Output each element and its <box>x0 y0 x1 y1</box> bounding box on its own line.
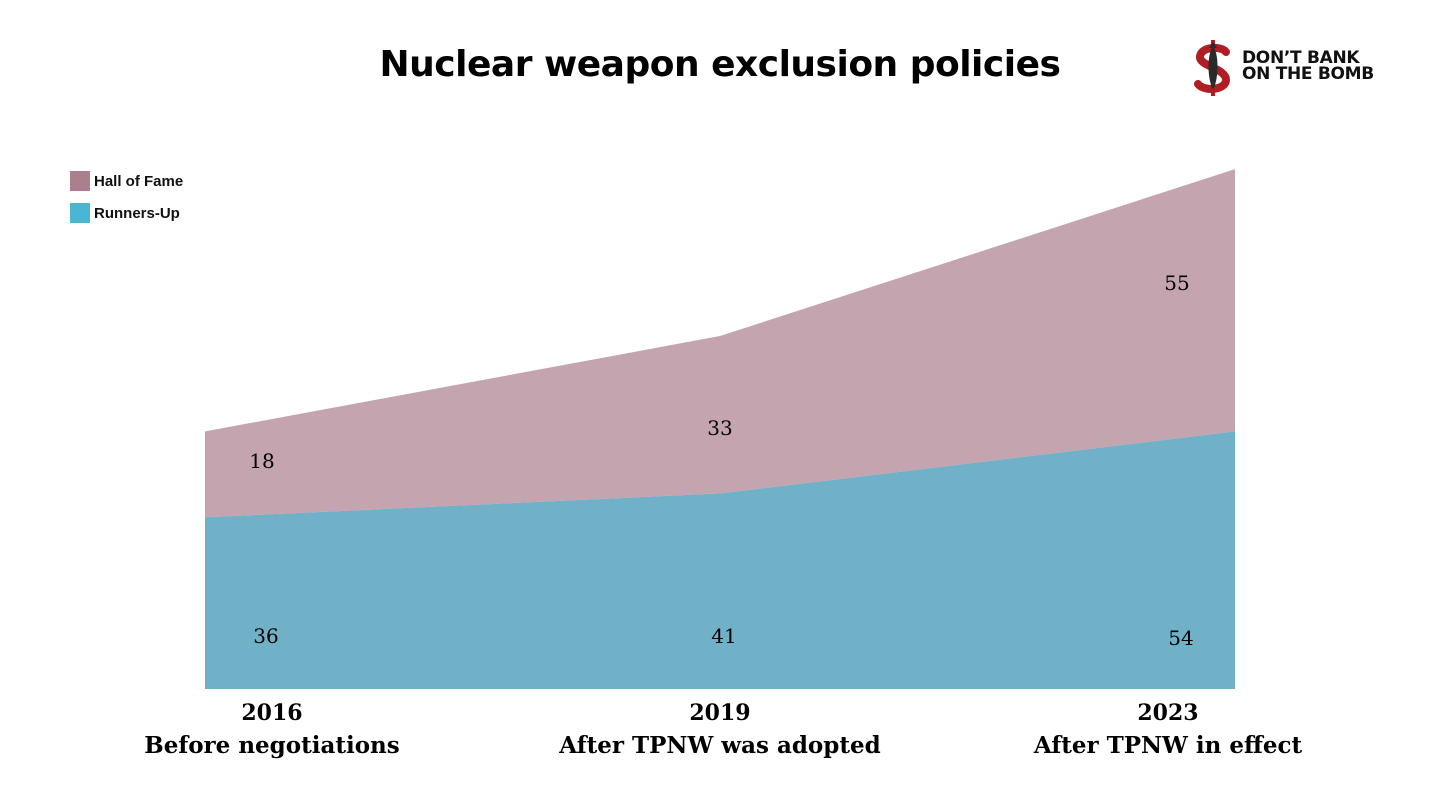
data-label-runners-up-2023: 54 <box>1168 626 1193 650</box>
data-label-hall-of-fame-2016: 18 <box>249 449 274 473</box>
data-labels: 36 41 54 18 33 55 <box>249 271 1193 650</box>
x-tick-sublabel: After TPNW in effect <box>1033 732 1303 759</box>
legend: Hall of Fame Runners-Up <box>70 170 183 234</box>
logo: DON’T BANK ON THE BOMB <box>1192 38 1412 98</box>
x-category-2023: 2023 After TPNW in effect <box>988 700 1348 759</box>
area-runners-up <box>205 431 1235 689</box>
x-tick-sublabel: Before negotiations <box>144 732 400 759</box>
legend-label-runners-up: Runners-Up <box>94 204 180 222</box>
chart-title: Nuclear weapon exclusion policies <box>379 44 1061 85</box>
area-hall-of-fame <box>205 169 1235 518</box>
dollar-bomb-icon <box>1194 40 1231 96</box>
legend-swatch-hall-of-fame <box>70 171 90 191</box>
legend-swatch-runners-up <box>70 203 90 223</box>
x-tick-label: 2019 <box>689 700 751 726</box>
x-category-2019: 2019 After TPNW was adopted <box>540 700 900 759</box>
legend-label-hall-of-fame: Hall of Fame <box>94 172 184 190</box>
legend-item-hall-of-fame: Hall of Fame <box>70 170 183 192</box>
logo-text-line2: ON THE BOMB <box>1242 64 1374 84</box>
data-label-hall-of-fame-2019: 33 <box>707 416 732 440</box>
x-tick-sublabel: After TPNW was adopted <box>559 732 881 759</box>
data-label-runners-up-2019: 41 <box>711 624 736 648</box>
logo-text-line1: DON’T BANK <box>1242 48 1360 68</box>
data-label-runners-up-2016: 36 <box>253 624 278 648</box>
x-tick-label: 2023 <box>1137 700 1199 726</box>
legend-item-runners-up: Runners-Up <box>70 202 183 224</box>
x-category-2016: 2016 Before negotiations <box>92 700 452 759</box>
x-tick-label: 2016 <box>241 700 303 726</box>
data-label-hall-of-fame-2023: 55 <box>1164 271 1189 295</box>
